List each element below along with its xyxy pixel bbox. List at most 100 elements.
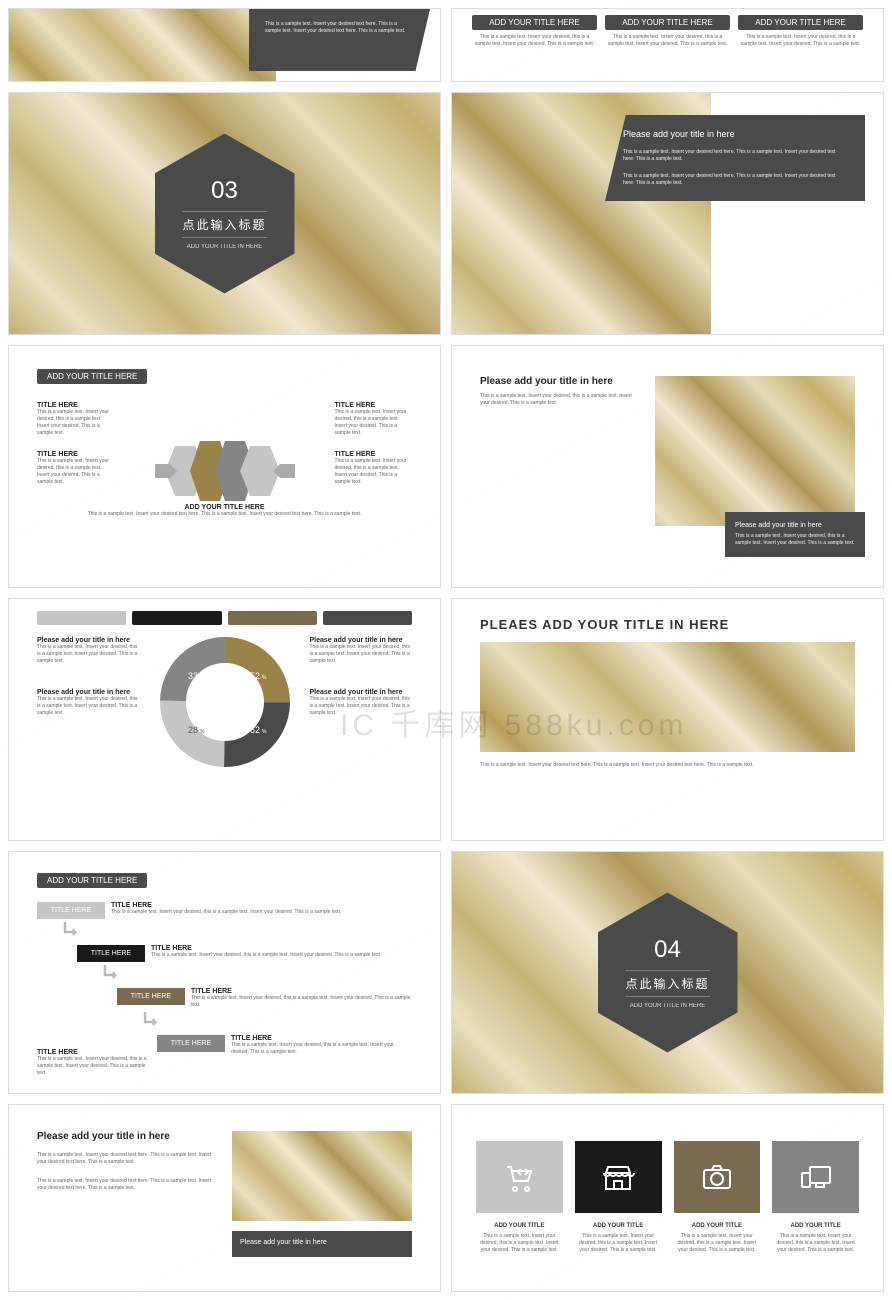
item-title: Please add your title in here bbox=[310, 689, 413, 696]
section-hexagon: 04 点此输入标题 ADD YOUR TITLE IN HERE bbox=[598, 893, 738, 1053]
step-text: This is a sample text. Insert your desir… bbox=[151, 952, 412, 959]
slide-1: This is a sample text. Insert your desir… bbox=[8, 8, 441, 82]
donut-chart: 52% 62% 28% 33% bbox=[160, 637, 290, 767]
step-text: This is a sample text. Insert your desir… bbox=[231, 1042, 412, 1056]
marble-bg bbox=[9, 9, 276, 81]
svg-text:%: % bbox=[200, 675, 205, 681]
step-text: This is a sample text. Insert your desir… bbox=[111, 909, 412, 916]
item-text: This is a sample text. Insert your desir… bbox=[310, 644, 413, 665]
icon-text: This is a sample text. Insert your desir… bbox=[476, 1233, 563, 1254]
slide-title-pill: ADD YOUR TITLE HERE bbox=[37, 369, 147, 384]
slide-3-section: 03 点此输入标题 ADD YOUR TITLE IN HERE bbox=[8, 92, 441, 335]
step-btn: TITLE HERE bbox=[77, 945, 145, 962]
item-text: This is a sample text. Insert your desir… bbox=[37, 696, 140, 717]
cart-icon bbox=[476, 1141, 563, 1213]
arrow-shape bbox=[155, 436, 295, 506]
item-text: This is a sample text. Insert your desir… bbox=[37, 644, 140, 665]
text: This is a sample text. Insert your desir… bbox=[480, 762, 855, 769]
arrow-icon bbox=[141, 1012, 159, 1030]
slide-5-diagram: ADD YOUR TITLE HERE TITLE HEREThis is a … bbox=[8, 345, 441, 588]
col-3: ADD YOUR TITLE HERE This is a sample text… bbox=[738, 15, 863, 48]
box-text: This is a sample text. Insert your desir… bbox=[735, 533, 855, 547]
text: This is a sample text. Insert your desir… bbox=[37, 1178, 218, 1192]
section-number: 03 bbox=[211, 177, 238, 205]
item-text: This is a sample text. Insert your desir… bbox=[37, 1056, 147, 1077]
section-hexagon: 03 点此输入标题 ADD YOUR TITLE IN HERE bbox=[155, 134, 295, 294]
slide-title-pill: ADD YOUR TITLE HERE bbox=[37, 873, 147, 888]
box-title: Please add your title in here bbox=[735, 522, 855, 529]
step-title: TITLE HERE bbox=[191, 988, 412, 995]
item-title: TITLE HERE bbox=[37, 451, 115, 458]
slide-11: Please add your title in here This is a … bbox=[8, 1104, 441, 1292]
item-title: TITLE HERE bbox=[37, 1049, 147, 1056]
col-text: This is a sample text. Insert your desir… bbox=[738, 34, 863, 48]
devices-icon bbox=[772, 1141, 859, 1213]
icon-text: This is a sample text. Insert your desir… bbox=[772, 1233, 859, 1254]
text: This is a sample text. Insert your desir… bbox=[37, 1152, 218, 1166]
item-text: This is a sample text. Insert your desir… bbox=[37, 458, 115, 486]
marble-img bbox=[232, 1131, 412, 1221]
dark-box: Please add your title in here bbox=[232, 1231, 412, 1257]
slide-6: Please add your title in here This is a … bbox=[451, 345, 884, 588]
panel-text: This is a sample text. Insert your desir… bbox=[623, 173, 847, 187]
pct-28: 28 bbox=[188, 725, 198, 735]
step-title: TITLE HERE bbox=[231, 1035, 412, 1042]
color-tabs bbox=[37, 611, 412, 625]
step-title: TITLE HERE bbox=[151, 945, 412, 952]
col-text: This is a sample text. Insert your desir… bbox=[472, 34, 597, 48]
slide-8: PLEAES ADD YOUR TITLE IN HERE This is a … bbox=[451, 598, 884, 841]
svg-text:%: % bbox=[262, 675, 267, 681]
slide-2: ADD YOUR TITLE HERE This is a sample text… bbox=[451, 8, 884, 82]
col-2: ADD YOUR TITLE HEREThis is a sample text… bbox=[605, 15, 730, 48]
overlay-box: Please add your title in here This is a … bbox=[725, 512, 865, 557]
box-title: Please add your title in here bbox=[240, 1239, 404, 1246]
item-text: This is a sample text. Insert your desir… bbox=[335, 458, 413, 486]
bottom-text: This is a sample text. Insert your desir… bbox=[37, 511, 412, 518]
icon-label: ADD YOUR TITLE bbox=[772, 1223, 859, 1229]
arrow-icon bbox=[61, 922, 79, 940]
right-col: Please add your title in hereThis is a s… bbox=[310, 637, 413, 767]
tab bbox=[228, 611, 317, 625]
slide-9-flow: ADD YOUR TITLE HERE TITLE HERE TITLE HER… bbox=[8, 851, 441, 1094]
slide-4: Please add your title in here This is a … bbox=[451, 92, 884, 335]
section-title: 点此输入标题 bbox=[625, 970, 709, 997]
slide-7-donut: Please add your title in hereThis is a s… bbox=[8, 598, 441, 841]
section-number: 04 bbox=[654, 936, 681, 964]
icon-label: ADD YOUR TITLE bbox=[476, 1223, 563, 1229]
slide-12-icons: ADD YOUR TITLE ADD YOUR TITLE ADD YOUR T… bbox=[451, 1104, 884, 1292]
col-title: ADD YOUR TITLE HERE bbox=[738, 15, 863, 30]
tab bbox=[132, 611, 221, 625]
section-title: 点此输入标题 bbox=[182, 211, 266, 238]
tab bbox=[37, 611, 126, 625]
title: Please add your title in here bbox=[480, 376, 641, 387]
camera-icon bbox=[674, 1141, 761, 1213]
store-icon bbox=[575, 1141, 662, 1213]
svg-text:%: % bbox=[262, 729, 267, 735]
pct-33: 33 bbox=[188, 671, 198, 681]
pct-62: 62 bbox=[250, 725, 260, 735]
slide-10-section: 04 点此输入标题 ADD YOUR TITLE IN HERE bbox=[451, 851, 884, 1094]
svg-text:%: % bbox=[200, 729, 205, 735]
sample-text: This is a sample text. Insert your desir… bbox=[265, 21, 414, 35]
item-title: Please add your title in here bbox=[310, 637, 413, 644]
col-title: ADD YOUR TITLE HERE bbox=[472, 15, 597, 30]
panel-title: Please add your title in here bbox=[623, 129, 847, 139]
step-btn: TITLE HERE bbox=[117, 988, 185, 1005]
section-sub: ADD YOUR TITLE IN HERE bbox=[187, 244, 262, 250]
item-text: This is a sample text. Insert your desir… bbox=[310, 696, 413, 717]
arrow-icon bbox=[101, 965, 119, 983]
big-title: PLEAES ADD YOUR TITLE IN HERE bbox=[480, 617, 855, 632]
icon-label: ADD YOUR TITLE bbox=[674, 1223, 761, 1229]
text: This is a sample text. Insert your desir… bbox=[480, 393, 641, 407]
item-title: TITLE HERE bbox=[335, 451, 413, 458]
dark-panel: This is a sample text. Insert your desir… bbox=[249, 9, 430, 71]
step-btn: TITLE HERE bbox=[157, 1035, 225, 1052]
col-1: ADD YOUR TITLE HERE This is a sample text… bbox=[472, 15, 597, 48]
title: Please add your title in here bbox=[37, 1131, 218, 1142]
left-col: Please add your title in hereThis is a s… bbox=[37, 637, 140, 767]
step-text: This is a sample text. Insert your desir… bbox=[191, 995, 412, 1009]
col-text: This is a sample text. Insert your desir… bbox=[605, 34, 730, 48]
icon-text: This is a sample text. Insert your desir… bbox=[575, 1233, 662, 1254]
right-col: TITLE HEREThis is a sample text. Insert … bbox=[335, 402, 413, 500]
icon-text: This is a sample text. Insert your desir… bbox=[674, 1233, 761, 1254]
